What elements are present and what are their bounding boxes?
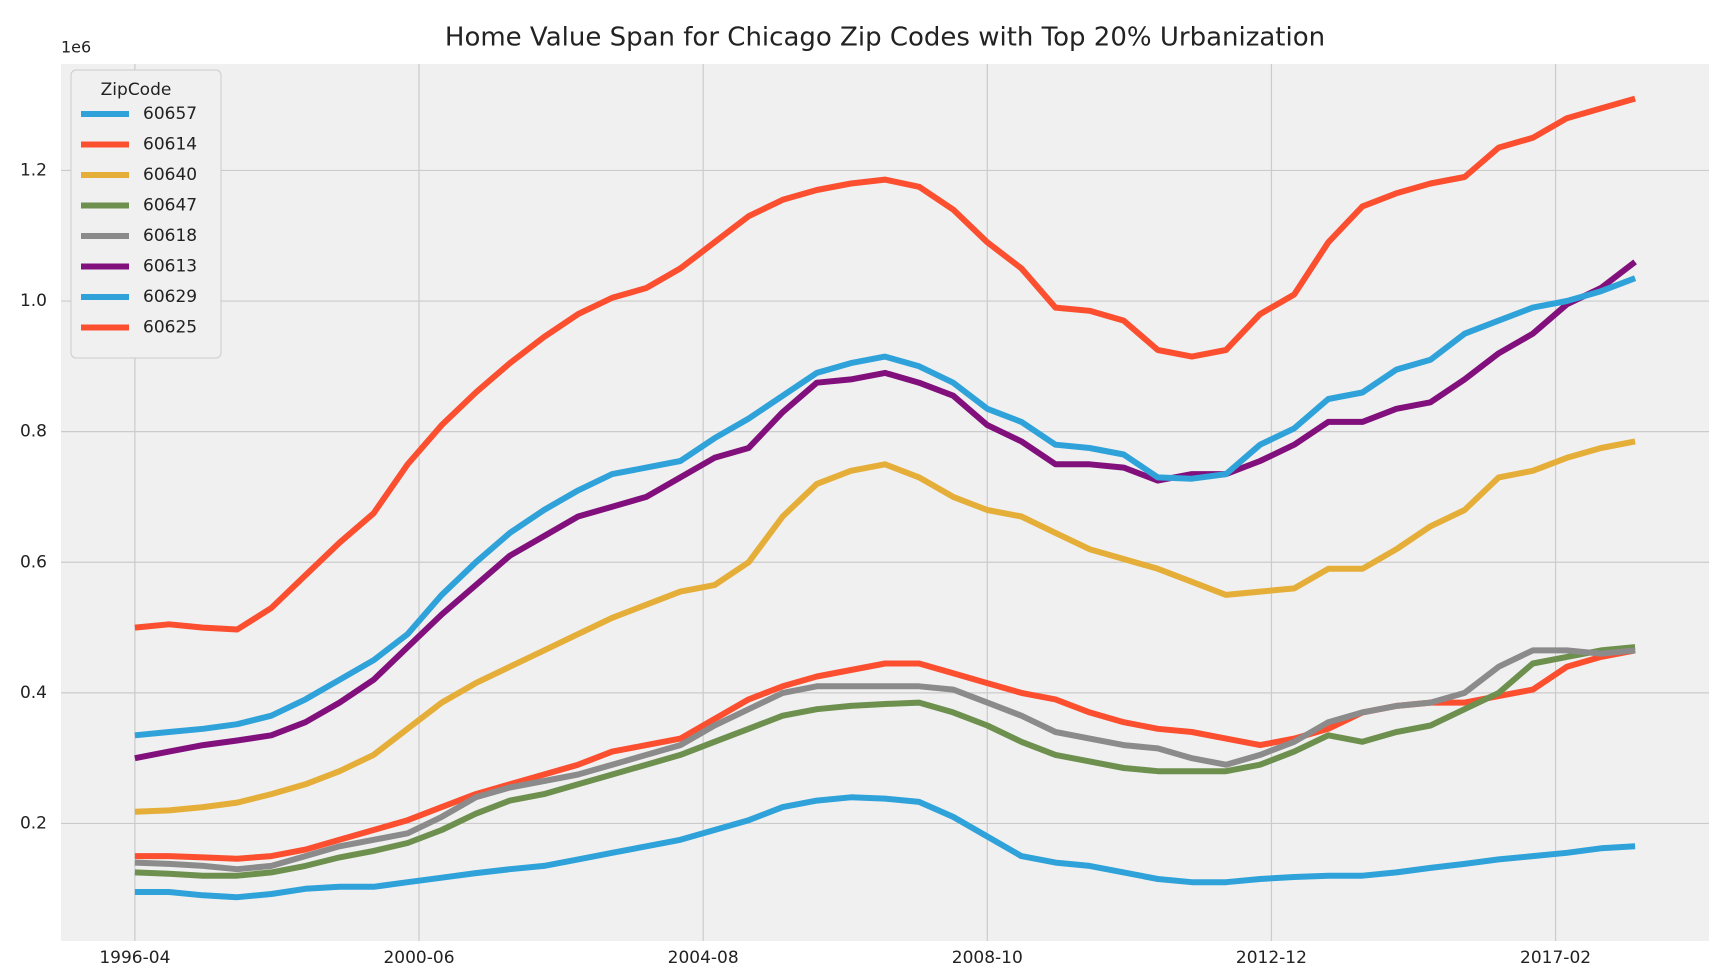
- x-tick-label: 2017-02: [1520, 948, 1591, 968]
- x-tick-label: 2004-08: [668, 948, 739, 968]
- series-line: [134, 644, 1636, 879]
- series-line: [134, 794, 1636, 901]
- chart-title: Home Value Span for Chicago Zip Codes wi…: [445, 23, 1325, 53]
- legend-title: ZipCode: [101, 80, 172, 100]
- legend-label: 60647: [143, 196, 197, 216]
- series-line: [134, 95, 1636, 633]
- y-offset-label: 1e6: [61, 38, 91, 57]
- legend-label: 60629: [143, 287, 197, 307]
- x-tick-label: 2012-12: [1236, 948, 1307, 968]
- series-line: [134, 275, 1637, 739]
- plot-area: [61, 64, 1709, 941]
- x-tick-label: 2008-10: [952, 948, 1023, 968]
- legend-label: 60614: [143, 135, 197, 155]
- legend: ZipCode 60657 60614 60640 60647 60618 60613 606…: [70, 69, 222, 359]
- legend-label: 60618: [143, 226, 197, 246]
- y-tick-label: 0.8: [20, 422, 47, 442]
- series-line: [134, 647, 1636, 873]
- legend-label: 60657: [143, 104, 197, 124]
- series-line: [134, 438, 1636, 815]
- x-tick-label: 2000-06: [383, 948, 454, 968]
- y-tick-label: 1.2: [20, 160, 47, 180]
- legend-label: 60613: [143, 257, 197, 277]
- legend-label: 60625: [143, 318, 197, 338]
- y-tick-label: 0.6: [20, 552, 47, 572]
- legend-label: 60640: [143, 165, 197, 185]
- series-line: [134, 259, 1637, 762]
- y-tick-label: 0.2: [20, 813, 47, 833]
- x-tick-label: 1996-04: [99, 948, 170, 968]
- y-tick-label: 0.4: [20, 683, 47, 703]
- y-tick-label: 1.0: [20, 291, 47, 311]
